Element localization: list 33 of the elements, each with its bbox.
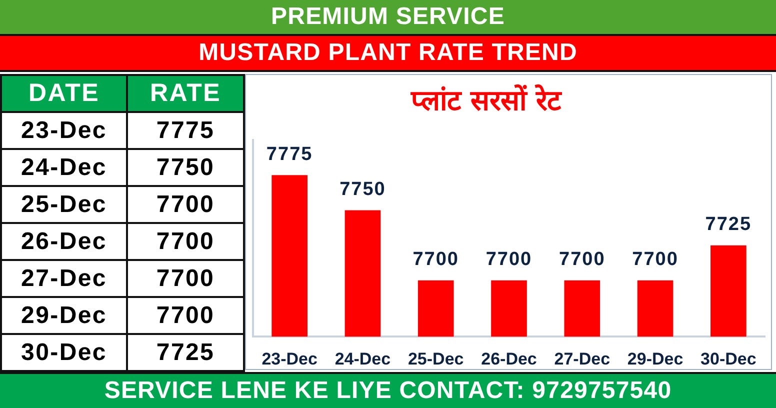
- chart-title: MUSTARD PLANT RATE TREND: [198, 39, 578, 67]
- x-tick-label: 24-Dec: [334, 349, 391, 368]
- category-label: 25-Dec: [21, 190, 107, 218]
- text: 7700: [156, 264, 215, 292]
- text: 7750: [156, 154, 215, 180]
- text: 7700: [156, 190, 215, 218]
- data-label: 7725: [705, 214, 752, 236]
- text: 7725: [156, 338, 215, 366]
- text: RATE: [127, 75, 244, 112]
- data-label: 7700: [412, 249, 459, 270]
- x-tick-label: 27-Dec: [554, 349, 610, 368]
- category-label: 24-Dec: [21, 154, 107, 180]
- text: DATE: [1, 75, 127, 112]
- data-label: 7775: [266, 144, 313, 165]
- text: 7700: [156, 302, 215, 328]
- data-label: 7750: [340, 178, 386, 200]
- x-tick-label: 25-Dec: [408, 349, 464, 368]
- category-label: 29-Dec: [21, 302, 107, 328]
- data-label: 7700: [486, 249, 532, 270]
- category-label: 27-Dec: [21, 264, 107, 292]
- x-tick-label: 29-Dec: [627, 349, 684, 368]
- text: 7775: [156, 116, 215, 144]
- text: PREMIUM SERVICE: [271, 3, 505, 31]
- data-label: 7700: [632, 249, 678, 270]
- x-tick-label: 30-Dec: [700, 349, 756, 368]
- category-label: 23-Dec: [21, 116, 107, 144]
- x-tick-label: 26-Dec: [481, 349, 537, 368]
- category-label: 26-Dec: [21, 228, 107, 254]
- x-tick-label: 23-Dec: [262, 349, 318, 368]
- chart-subtitle: प्लांट सरसों रेट: [410, 83, 563, 117]
- data-label: 7700: [559, 249, 606, 270]
- text: SERVICE LENE KE LIYE CONTACT: 9729757540: [104, 377, 672, 405]
- text: 7700: [156, 228, 215, 254]
